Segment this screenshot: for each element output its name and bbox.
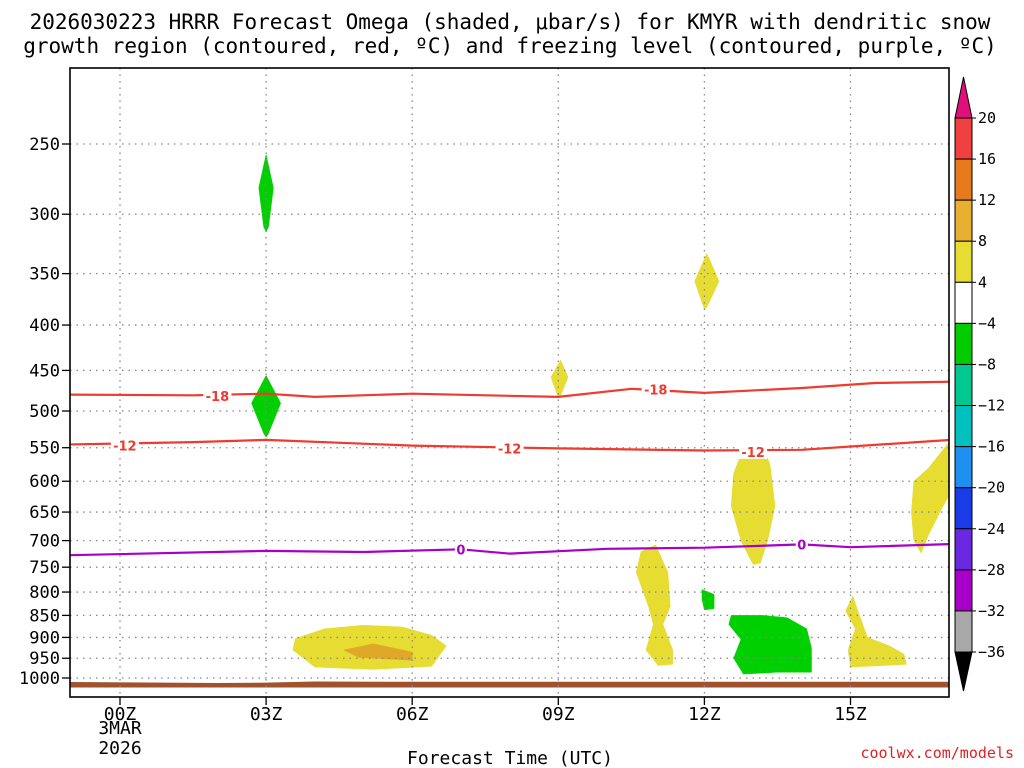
date-label-day: 3MAR (98, 718, 142, 739)
y-axis-ticks: 2503003504004505005506006507007508008509… (19, 135, 70, 689)
contour-minus18-line (70, 380, 949, 399)
date-label-year: 2026 (98, 738, 141, 759)
omega-colorbar: 20 16 12 8 4 −4 −8 −12 −16 −20 −24 −28 −32 −36 (954, 76, 1005, 692)
omega-yellow-11z (635, 544, 673, 666)
contour-minus12-label-bg-0 (110, 438, 139, 453)
colorbar-box-4 (954, 281, 973, 324)
xtick-label-12: 12Z (688, 704, 721, 725)
ytick-label-750: 750 (29, 558, 60, 578)
colorbar-box-1 (954, 158, 973, 201)
ytick-label-250: 250 (29, 135, 60, 155)
ytick-label-950: 950 (29, 649, 60, 669)
xtick-label-15: 15Z (834, 704, 867, 725)
colorbar-label-8: −16 (978, 438, 1005, 456)
grid-lines (70, 68, 949, 697)
contour-zero-label-1: 0 (797, 538, 806, 553)
omega-shading (251, 154, 949, 675)
colorbar-label-3: 8 (978, 232, 987, 250)
colorbar-label-1: 16 (978, 150, 996, 168)
colorbar-label-9: −20 (978, 479, 1005, 497)
colorbar-bottom-arrow (954, 651, 973, 692)
contour-minus12-label-bg-2 (739, 444, 768, 459)
colorbar-box-11 (954, 569, 973, 612)
ytick-label-650: 650 (29, 503, 60, 523)
contour-zero-label-bg-1 (795, 537, 808, 552)
contour-minus12-label-0: -12 (113, 440, 137, 455)
colorbar-label-7: −12 (978, 397, 1005, 415)
colorbar-box-3 (954, 240, 973, 283)
ytick-label-850: 850 (29, 606, 60, 626)
omega-yellow-09z (550, 359, 569, 399)
colorbar-label-13: −36 (978, 643, 1005, 661)
colorbar-box-12 (954, 610, 973, 653)
colorbar-label-10: −24 (978, 520, 1005, 538)
terrain-layer (70, 681, 949, 688)
omega-yellow-15z (845, 595, 907, 668)
colorbar-box-10 (954, 528, 973, 571)
contour-minus18-label-bg-0 (203, 389, 232, 404)
colorbar-label-5: −4 (978, 314, 996, 332)
ytick-label-600: 600 (29, 472, 60, 492)
colorbar-label-4: 4 (978, 273, 987, 291)
colorbar-box-8 (954, 446, 973, 489)
colorbar-label-0: 20 (978, 109, 996, 127)
contour-zero-line (70, 543, 949, 557)
colorbar-box-0 (954, 117, 973, 160)
xtick-label-0: 00Z (104, 704, 137, 725)
colorbar-box-9 (954, 487, 973, 530)
ytick-label-900: 900 (29, 628, 60, 648)
omega-yellow-1630z (911, 441, 949, 554)
x-axis-title: Forecast Time (UTC) (407, 748, 613, 768)
contour-minus12-label-2: -12 (741, 446, 765, 461)
ytick-label-400: 400 (29, 316, 60, 336)
contour-minus12-label-bg-1 (495, 441, 524, 456)
ytick-label-800: 800 (29, 583, 60, 603)
omega-green-13z (728, 615, 812, 675)
colorbar-box-2 (954, 199, 973, 242)
colorbar-label-11: −28 (978, 561, 1005, 579)
ytick-label-300: 300 (29, 205, 60, 225)
contour-minus18-label-1: -18 (644, 384, 668, 399)
colorbar-box-5 (954, 322, 973, 365)
plot-frame (69, 67, 950, 698)
colorbar-label-2: 12 (978, 191, 996, 209)
colorbar-box-7 (954, 405, 973, 448)
contour-minus12-line (70, 438, 949, 452)
colorbar-box-6 (954, 363, 973, 407)
contour-zero-label-0: 0 (456, 543, 465, 558)
ytick-label-1000: 1000 (19, 669, 60, 689)
colorbar-label-12: −32 (978, 602, 1005, 620)
contour-minus18-label-0: -18 (206, 390, 230, 405)
ytick-label-500: 500 (29, 402, 60, 422)
x-axis-ticks: 00Z 03Z 06Z 09Z 12Z 15Z (104, 697, 867, 725)
chart-title-line1: 2026030223 HRRR Forecast Omega (shaded, … (30, 10, 991, 34)
ytick-label-350: 350 (29, 265, 60, 285)
colorbar-label-6: −8 (978, 355, 996, 373)
ytick-label-700: 700 (29, 532, 60, 552)
colorbar-top-arrow (954, 76, 973, 119)
ytick-label-550: 550 (29, 439, 60, 459)
xtick-label-6: 06Z (396, 704, 429, 725)
contour-minus12-label-1: -12 (498, 442, 522, 457)
xtick-label-3: 03Z (250, 704, 283, 725)
contour-minus18-label-bg-1 (641, 382, 670, 397)
watermark: coolwx.com/models (860, 744, 1014, 762)
omega-orange-05z (343, 643, 413, 661)
terrain-fill (70, 681, 949, 688)
omega-yellow-12z-upper (694, 252, 720, 310)
temperature-contours: -18 -18 -12 -12 -12 0 0 (70, 380, 949, 558)
chart-title-line2: growth region (contoured, red, ºC) and f… (23, 34, 997, 58)
xtick-label-9: 09Z (542, 704, 575, 725)
contour-zero-label-bg-0 (454, 542, 467, 557)
ytick-label-450: 450 (29, 361, 60, 381)
